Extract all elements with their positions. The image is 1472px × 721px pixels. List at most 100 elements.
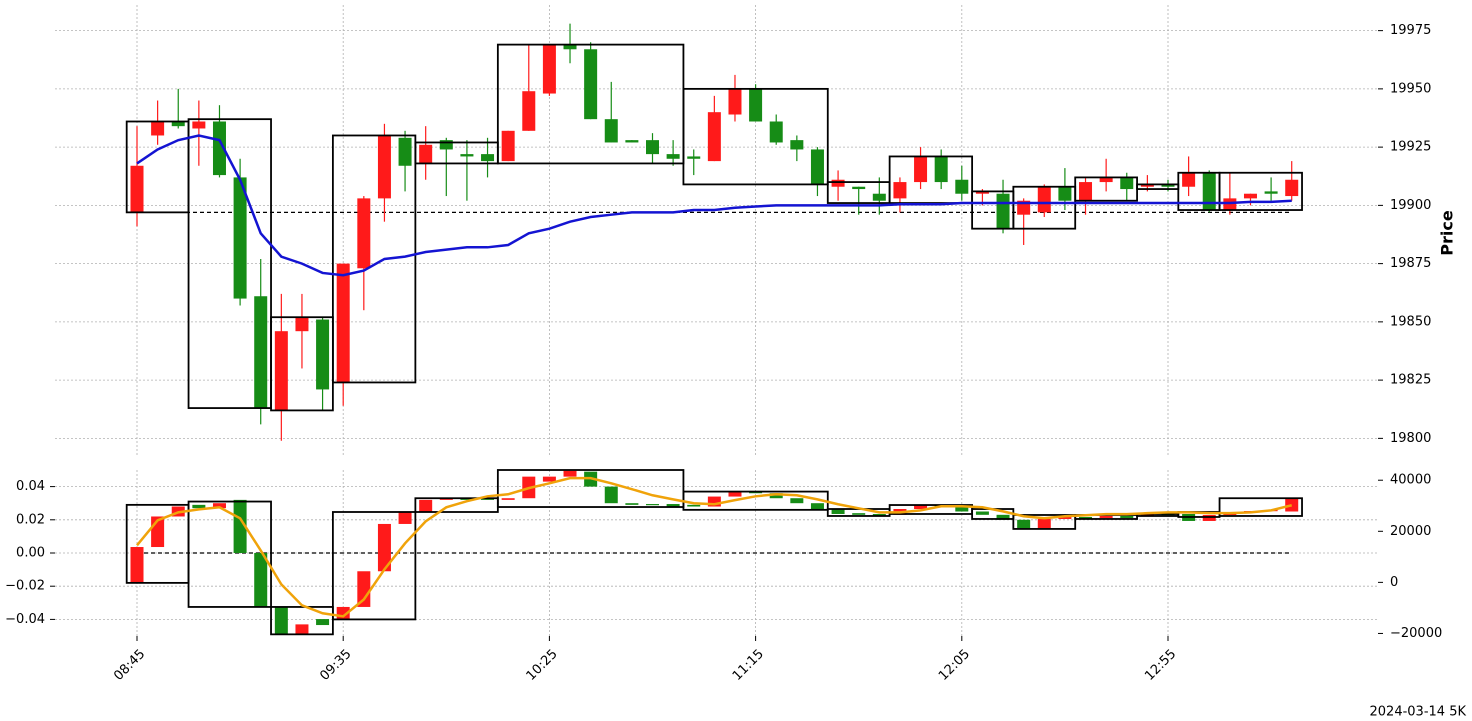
candle-body [1285,179,1299,197]
x-tick-label: 11:15 [730,647,767,684]
candle-body [398,137,412,166]
candle-body [1202,172,1216,211]
candle-body [1058,516,1072,519]
y-tick-label: 19925 [1390,140,1431,155]
candle-body [212,503,226,509]
candle-body [604,486,618,504]
candle-body [666,504,680,507]
candle-body [1140,513,1154,516]
candle-body [996,193,1010,229]
candle-body [542,44,556,94]
candle-body [893,182,907,199]
candle-body [934,156,948,183]
range-box [1012,514,1077,530]
candle-body [398,511,412,524]
candle-body [419,499,433,512]
candle-body [1120,177,1134,190]
line-series [136,476,1293,618]
candle-body [295,317,309,332]
candle-body [1037,518,1051,529]
candle-body [233,177,247,299]
x-tick-label: 10:25 [524,647,561,684]
candle-body [481,154,495,162]
candle-body [130,547,144,583]
candle-body [192,121,206,129]
y2-tick-label: 0 [1390,575,1398,590]
y-tick-label: 19875 [1390,256,1431,271]
candle-body [522,91,536,131]
range-box [187,500,272,608]
range-box [331,134,417,384]
candle-body [831,179,845,187]
y-tick-label: 0.04 [16,479,45,494]
x-tick-label: 08:45 [111,647,148,684]
line-series [136,134,1292,277]
y-tick-label: 19900 [1390,198,1431,213]
candle-body [1202,514,1216,521]
candle-body [563,470,577,477]
candle-body [728,88,742,115]
candle-body [1079,182,1093,201]
range-box [1218,497,1303,517]
candle-body [707,496,721,507]
candle-body [439,140,453,150]
candle-body [728,491,742,497]
y-axis-label: Price [1438,210,1457,256]
candle-body [769,493,783,499]
candle-body [419,144,433,164]
y-tick-label: 19800 [1390,431,1431,446]
candle-body [810,503,824,510]
candle-body [872,193,886,201]
range-box [187,118,272,409]
candle-body [274,331,288,411]
y-tick-label: 19975 [1390,23,1431,38]
candle-body [955,506,969,512]
candle-body [460,154,474,157]
y2-tick-label: −20000 [1390,626,1442,641]
candle-body [914,156,928,183]
y-tick-label: −0.04 [5,612,45,627]
x-tick-label: 09:35 [317,647,354,684]
candle-body [295,624,309,635]
candle-body [955,179,969,194]
y-tick-label: 19850 [1390,314,1431,329]
candle-body [542,476,556,482]
candle-body [769,121,783,143]
candle-body [996,514,1010,520]
y2-tick-label: 40000 [1390,473,1431,488]
candle-body [357,571,371,607]
candle-body [790,498,804,504]
y-tick-label: 0.02 [16,512,45,527]
x-tick-label: 12:05 [936,647,973,684]
y-tick-label: 19950 [1390,81,1431,96]
candle-body [790,140,804,150]
y-tick-label: 19825 [1390,373,1431,388]
candle-body [316,619,330,626]
candle-body [666,154,680,159]
candle-body [810,149,824,185]
candle-body [646,140,659,155]
y-tick-label: 0.00 [16,546,45,561]
candle-body [212,121,226,176]
candle-body [130,165,144,213]
candle-body [975,191,989,194]
candle-body [501,130,515,162]
range-box [1218,171,1303,211]
candle-body [625,140,639,143]
candle-body [357,198,371,269]
candle-body [646,504,659,506]
candle-body [975,511,989,515]
candle-body [604,119,618,143]
candle-body [1058,186,1072,201]
candle-body [316,319,330,390]
candle-body [1140,184,1154,187]
candle-body [1099,515,1113,518]
y-tick-label: −0.02 [5,579,45,594]
candle-body [749,88,763,122]
range-box [496,469,685,508]
candle-body [1017,519,1031,529]
candle-body [233,499,247,553]
footer: 2024-03-14 5K [1370,705,1467,720]
range-box [682,87,829,186]
